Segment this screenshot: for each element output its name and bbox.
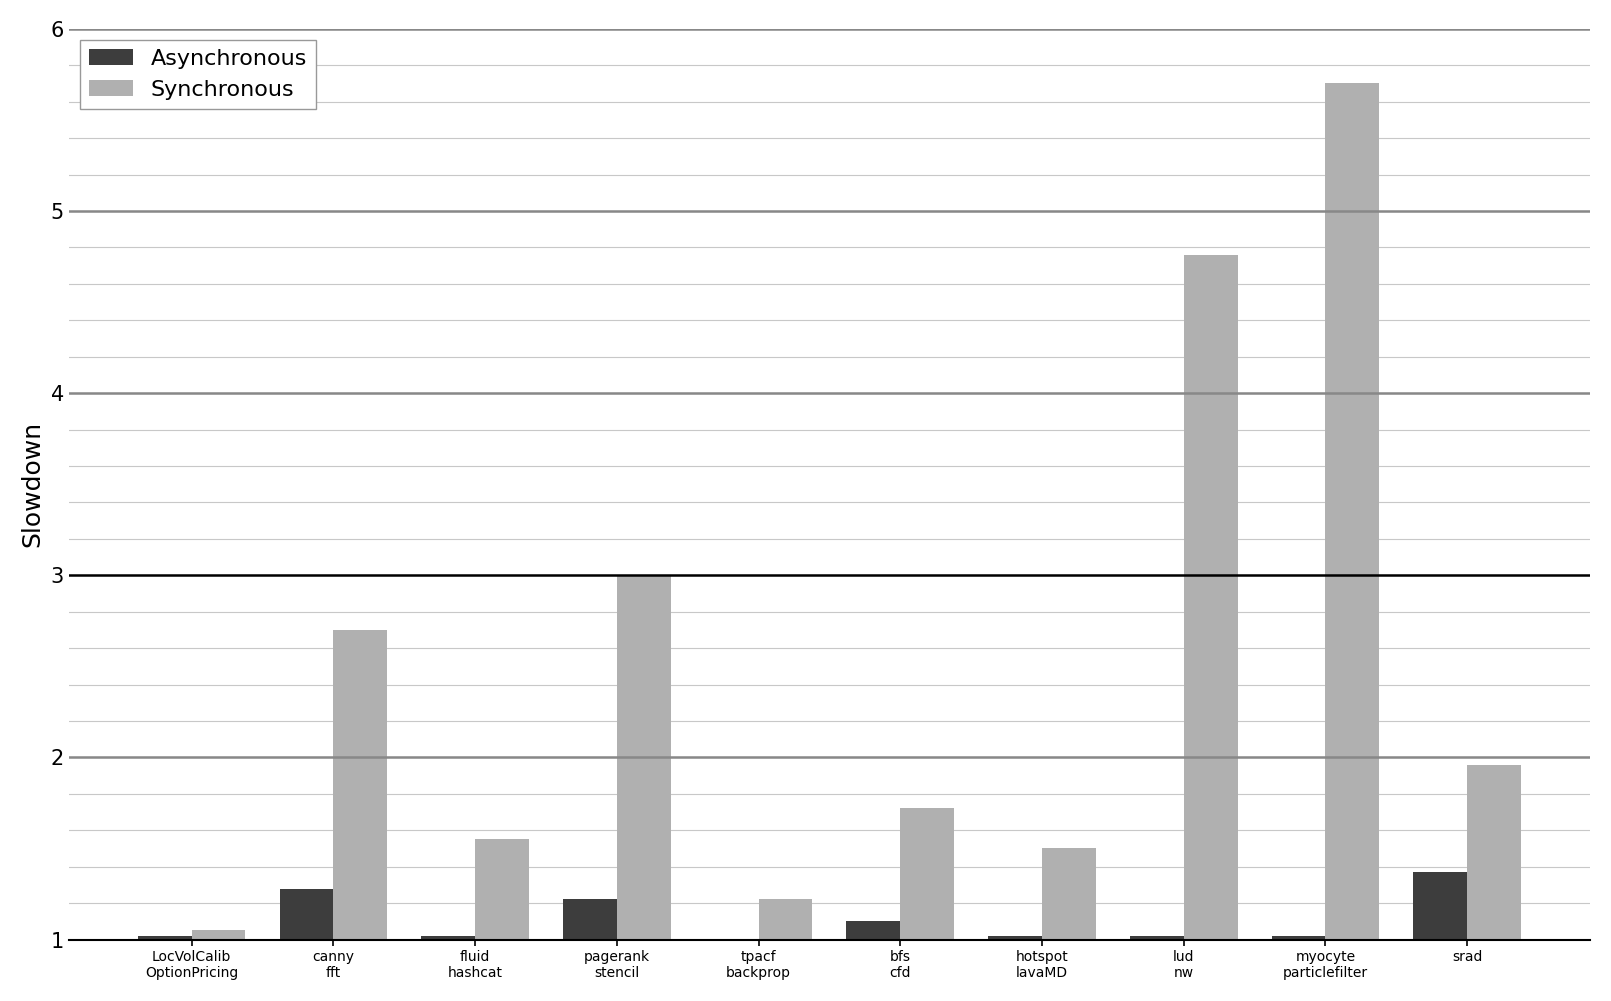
Legend: Asynchronous, Synchronous: Asynchronous, Synchronous (79, 40, 316, 109)
Bar (192, 931, 245, 940)
Bar (617, 576, 670, 940)
Bar (139, 936, 192, 940)
Bar (1413, 872, 1468, 940)
Bar (988, 936, 1042, 940)
Y-axis label: Slowdown: Slowdown (21, 421, 45, 548)
Bar (1184, 254, 1237, 940)
Bar (562, 900, 617, 940)
Bar (420, 936, 475, 940)
Bar (475, 840, 528, 940)
Bar (333, 630, 387, 940)
Bar (1129, 936, 1184, 940)
Bar (846, 921, 901, 940)
Bar (1271, 936, 1326, 940)
Bar (280, 889, 333, 940)
Bar (759, 900, 812, 940)
Bar (1042, 849, 1095, 940)
Bar (901, 809, 954, 940)
Bar (1468, 765, 1521, 940)
Bar (1326, 83, 1379, 940)
